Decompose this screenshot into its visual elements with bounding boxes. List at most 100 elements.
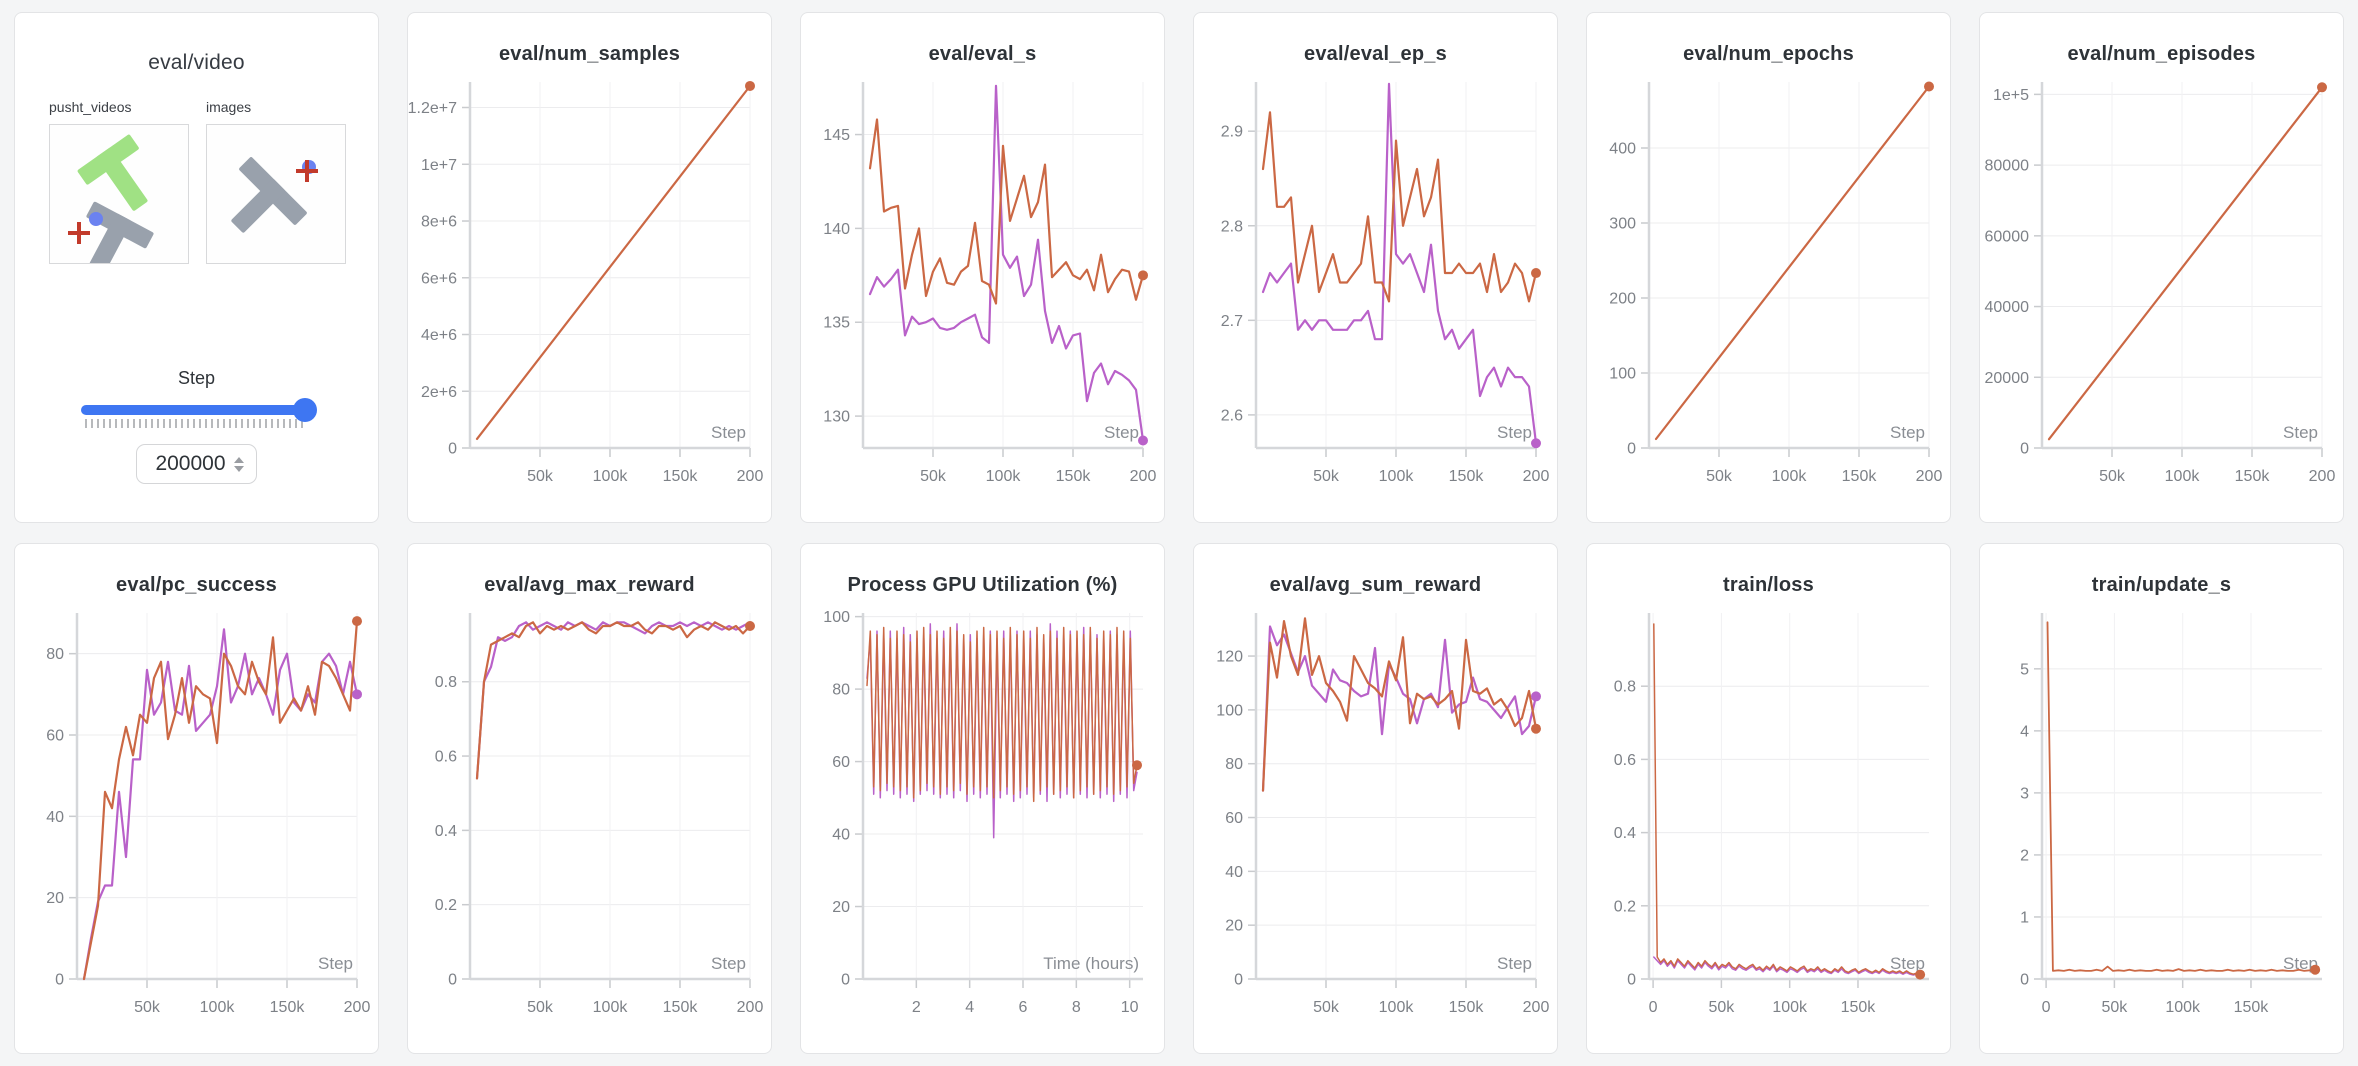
chart-eval-num-episodes[interactable]: 0 20000 40000 60000 80000 1e+5 50k 100k 150k 200 S… <box>1980 72 2343 504</box>
svg-text:50k: 50k <box>1313 468 1340 485</box>
chart-eval-eval-ep-s[interactable]: 2.6 2.7 2.8 2.9 50k 100k 150k 200 Step <box>1194 72 1557 504</box>
svg-text:Step: Step <box>1890 423 1925 442</box>
chart-train-loss[interactable]: 0 0.2 0.4 0.6 0.8 0 50k 100k 150k Step <box>1587 603 1950 1035</box>
media-label: pusht_videos <box>49 99 132 115</box>
svg-text:0.4: 0.4 <box>1614 825 1636 842</box>
panel-train-loss: train/loss 0 0.2 0.4 0.6 0.8 0 50k 100k 150k Step <box>1586 543 1951 1054</box>
svg-text:Step: Step <box>1497 954 1532 973</box>
svg-text:200: 200 <box>737 999 764 1016</box>
svg-text:200: 200 <box>1916 468 1943 485</box>
svg-text:2.8: 2.8 <box>1221 218 1243 235</box>
chart-process-gpu-utilization[interactable]: 0 20 40 60 80 100 2 4 6 8 10 Time (hours) <box>801 603 1164 1035</box>
svg-text:100k: 100k <box>1772 468 1808 485</box>
panel-eval-pc-success: eval/pc_success 0 20 40 60 80 50k 100k 150k 200 S… <box>14 543 379 1054</box>
svg-text:60: 60 <box>46 728 64 745</box>
svg-text:200: 200 <box>1523 999 1550 1016</box>
svg-text:4e+6: 4e+6 <box>421 327 457 344</box>
svg-text:0: 0 <box>1627 441 1636 458</box>
panel-eval-eval-s: eval/eval_s 130 135 140 145 50k 100k 150k 200 St… <box>800 12 1165 523</box>
pusht-video-thumbnail[interactable] <box>49 124 189 272</box>
svg-text:150k: 150k <box>663 468 699 485</box>
svg-text:50k: 50k <box>1706 468 1733 485</box>
panel-train-update-s: train/update_s 0 1 2 3 4 5 0 50k 100k 150k Step <box>1979 543 2344 1054</box>
agent-dot <box>89 212 103 226</box>
svg-text:6e+6: 6e+6 <box>421 270 457 287</box>
svg-text:Step: Step <box>2283 954 2318 973</box>
panel-eval-num-episodes: eval/num_episodes 0 20000 40000 60000 80000 1… <box>1979 12 2344 523</box>
svg-text:1.2e+7: 1.2e+7 <box>408 100 457 117</box>
panel-title: Process GPU Utilization (%) <box>847 574 1118 596</box>
panel-title: eval/num_episodes <box>2067 43 2256 65</box>
step-slider[interactable] <box>80 398 317 422</box>
svg-text:80000: 80000 <box>1985 158 2030 175</box>
panel-eval-video: eval/video pusht_videos <box>14 12 379 523</box>
step-decrement-button[interactable] <box>233 465 244 472</box>
svg-text:100k: 100k <box>986 468 1022 485</box>
svg-text:2: 2 <box>2020 847 2029 864</box>
pusht-image-graphic <box>231 157 318 233</box>
svg-text:100k: 100k <box>1772 999 1808 1016</box>
chart-eval-num-epochs[interactable]: 0 100 200 300 400 50k 100k 150k 200 Step <box>1587 72 1950 504</box>
panel-title: eval/avg_max_reward <box>484 574 695 596</box>
svg-text:60: 60 <box>832 754 850 771</box>
svg-text:40: 40 <box>1225 864 1243 881</box>
svg-text:0: 0 <box>841 972 850 989</box>
svg-text:40000: 40000 <box>1985 299 2030 316</box>
step-value[interactable]: 200000 <box>155 452 226 475</box>
step-slider-ruler <box>84 419 303 428</box>
svg-text:2: 2 <box>912 999 921 1016</box>
chart-eval-avg-sum-reward[interactable]: 0 20 40 60 80 100 120 50k 100k 150k 200 Step <box>1194 603 1557 1035</box>
svg-text:150k: 150k <box>1842 468 1878 485</box>
panel-process-gpu-utilization: Process GPU Utilization (%) 0 20 40 60 80 100… <box>800 543 1165 1054</box>
panel-title: eval/num_samples <box>498 43 681 65</box>
chart-eval-eval-s[interactable]: 130 135 140 145 50k 100k 150k 200 Step <box>801 72 1164 504</box>
chart-eval-pc-success[interactable]: 0 20 40 60 80 50k 100k 150k 200 Step <box>15 603 378 1035</box>
svg-text:0.6: 0.6 <box>1614 752 1636 769</box>
svg-text:50k: 50k <box>1313 999 1340 1016</box>
svg-text:145: 145 <box>823 127 850 144</box>
panel-eval-eval-ep-s: eval/eval_ep_s 2.6 2.7 2.8 2.9 50k 100k 150k 20… <box>1193 12 1558 523</box>
svg-text:200: 200 <box>2309 468 2336 485</box>
panel-title: eval/num_epochs <box>1683 43 1854 65</box>
svg-text:150k: 150k <box>1449 999 1485 1016</box>
panel-title: eval/video <box>148 51 245 74</box>
chart-eval-avg-max-reward[interactable]: 0 0.2 0.4 0.6 0.8 50k 100k 150k 200 Step <box>408 603 771 1035</box>
step-increment-button[interactable] <box>233 456 244 463</box>
chart-eval-num-samples[interactable]: 0 2e+6 4e+6 6e+6 8e+6 1e+7 1.2e+7 50k 100k 150k 20… <box>408 72 771 504</box>
svg-text:80: 80 <box>832 682 850 699</box>
svg-text:Step: Step <box>1104 423 1139 442</box>
step-slider-label: Step <box>177 368 216 388</box>
svg-text:150k: 150k <box>270 999 306 1016</box>
svg-text:100: 100 <box>1216 702 1243 719</box>
svg-text:100: 100 <box>823 609 850 626</box>
svg-text:0: 0 <box>1234 972 1243 989</box>
svg-text:0.2: 0.2 <box>1614 898 1636 915</box>
svg-text:80: 80 <box>1225 756 1243 773</box>
svg-text:150k: 150k <box>2235 468 2271 485</box>
step-slider-thumb[interactable] <box>292 398 317 422</box>
svg-text:4: 4 <box>2020 723 2029 740</box>
panel-eval-avg-max-reward: eval/avg_max_reward 0 0.2 0.4 0.6 0.8 50k 100k… <box>407 543 772 1054</box>
step-slider-track[interactable] <box>80 405 313 415</box>
svg-text:Step: Step <box>711 954 746 973</box>
svg-text:Step: Step <box>2283 423 2318 442</box>
svg-text:Step: Step <box>711 423 746 442</box>
panel-eval-avg-sum-reward: eval/avg_sum_reward 0 20 40 60 80 100 120 50k 10… <box>1193 543 1558 1054</box>
svg-text:0.8: 0.8 <box>435 674 457 691</box>
images-thumbnail[interactable] <box>206 124 346 264</box>
svg-text:80: 80 <box>46 646 64 663</box>
svg-text:0: 0 <box>1649 999 1658 1016</box>
step-number-input[interactable]: 200000 <box>136 444 257 484</box>
svg-text:150k: 150k <box>1056 468 1092 485</box>
svg-text:0: 0 <box>1627 972 1636 989</box>
panel-title: eval/eval_ep_s <box>1304 43 1447 65</box>
svg-text:100k: 100k <box>2165 468 2201 485</box>
svg-text:Time (hours): Time (hours) <box>1043 954 1139 973</box>
svg-text:0.6: 0.6 <box>435 749 457 766</box>
panel-title: train/loss <box>1723 574 1814 596</box>
svg-text:0: 0 <box>55 972 64 989</box>
chart-train-update-s[interactable]: 0 1 2 3 4 5 0 50k 100k 150k Step <box>1980 603 2343 1035</box>
svg-text:0: 0 <box>2042 999 2051 1016</box>
svg-text:8: 8 <box>1072 999 1081 1016</box>
svg-text:2.7: 2.7 <box>1221 313 1243 330</box>
